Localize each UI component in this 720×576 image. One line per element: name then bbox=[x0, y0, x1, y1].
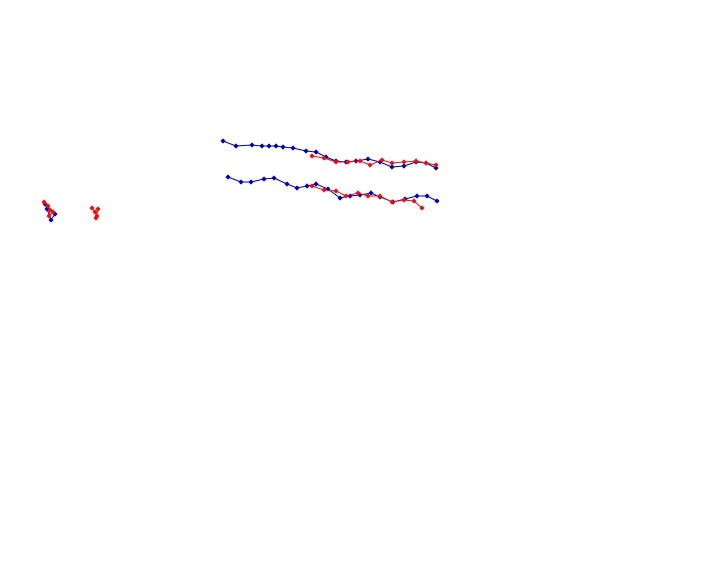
data-point-marker bbox=[367, 162, 373, 168]
data-point-marker bbox=[433, 165, 439, 171]
data-point-marker bbox=[424, 193, 430, 199]
data-point-marker bbox=[389, 164, 395, 170]
series-1-red bbox=[309, 153, 439, 168]
data-point-marker bbox=[284, 181, 290, 187]
data-point-marker bbox=[45, 203, 51, 209]
data-point-marker bbox=[389, 160, 395, 166]
data-point-marker bbox=[321, 187, 327, 193]
data-point-marker bbox=[343, 193, 349, 199]
data-point-marker bbox=[294, 185, 300, 191]
data-point-marker bbox=[273, 143, 279, 149]
data-point-marker bbox=[414, 193, 420, 199]
data-point-marker bbox=[303, 148, 309, 154]
data-point-marker bbox=[271, 175, 277, 181]
data-point-marker bbox=[313, 149, 319, 155]
data-point-marker bbox=[345, 159, 351, 165]
data-point-marker bbox=[401, 159, 407, 165]
data-point-marker bbox=[89, 205, 95, 211]
data-point-marker bbox=[93, 215, 99, 221]
data-point-marker bbox=[259, 143, 265, 149]
data-point-marker bbox=[368, 190, 374, 196]
data-point-marker bbox=[290, 145, 296, 151]
series-3-red bbox=[309, 183, 425, 211]
data-point-marker bbox=[48, 217, 54, 223]
data-point-marker bbox=[355, 190, 361, 196]
data-point-marker bbox=[46, 213, 52, 219]
data-point-marker bbox=[365, 193, 371, 199]
data-point-marker bbox=[92, 209, 98, 215]
data-point-marker bbox=[266, 143, 272, 149]
data-point-marker bbox=[261, 176, 267, 182]
data-point-marker bbox=[41, 199, 47, 205]
data-point-marker bbox=[225, 174, 231, 180]
data-point-marker bbox=[423, 160, 429, 166]
data-point-marker bbox=[95, 206, 101, 212]
series-5-red bbox=[41, 199, 56, 219]
data-point-marker bbox=[238, 179, 244, 185]
data-point-marker bbox=[357, 158, 363, 164]
data-point-marker bbox=[434, 198, 440, 204]
data-point-marker bbox=[389, 199, 395, 205]
data-point-marker bbox=[379, 157, 385, 163]
data-point-marker bbox=[413, 158, 419, 164]
data-point-marker bbox=[419, 205, 425, 211]
data-point-marker bbox=[280, 144, 286, 150]
data-point-marker bbox=[233, 143, 239, 149]
series-6-red bbox=[89, 205, 101, 221]
data-point-marker bbox=[94, 213, 100, 219]
data-point-marker bbox=[220, 138, 226, 144]
data-point-marker bbox=[304, 183, 310, 189]
data-point-marker bbox=[333, 159, 339, 165]
data-point-marker bbox=[365, 156, 371, 162]
data-point-marker bbox=[249, 142, 255, 148]
data-point-marker bbox=[309, 183, 315, 189]
series-layer bbox=[41, 138, 440, 223]
data-point-marker bbox=[309, 153, 315, 159]
series-0-blue bbox=[220, 138, 439, 171]
data-point-marker bbox=[50, 209, 56, 215]
data-point-marker bbox=[411, 198, 417, 204]
data-point-marker bbox=[433, 162, 439, 168]
data-point-marker bbox=[337, 195, 343, 201]
data-point-marker bbox=[333, 188, 339, 194]
data-point-marker bbox=[321, 155, 327, 161]
data-point-marker bbox=[248, 179, 254, 185]
data-point-marker bbox=[377, 193, 383, 199]
data-point-marker bbox=[401, 197, 407, 203]
data-point-marker bbox=[313, 181, 319, 187]
data-point-marker bbox=[401, 163, 407, 169]
